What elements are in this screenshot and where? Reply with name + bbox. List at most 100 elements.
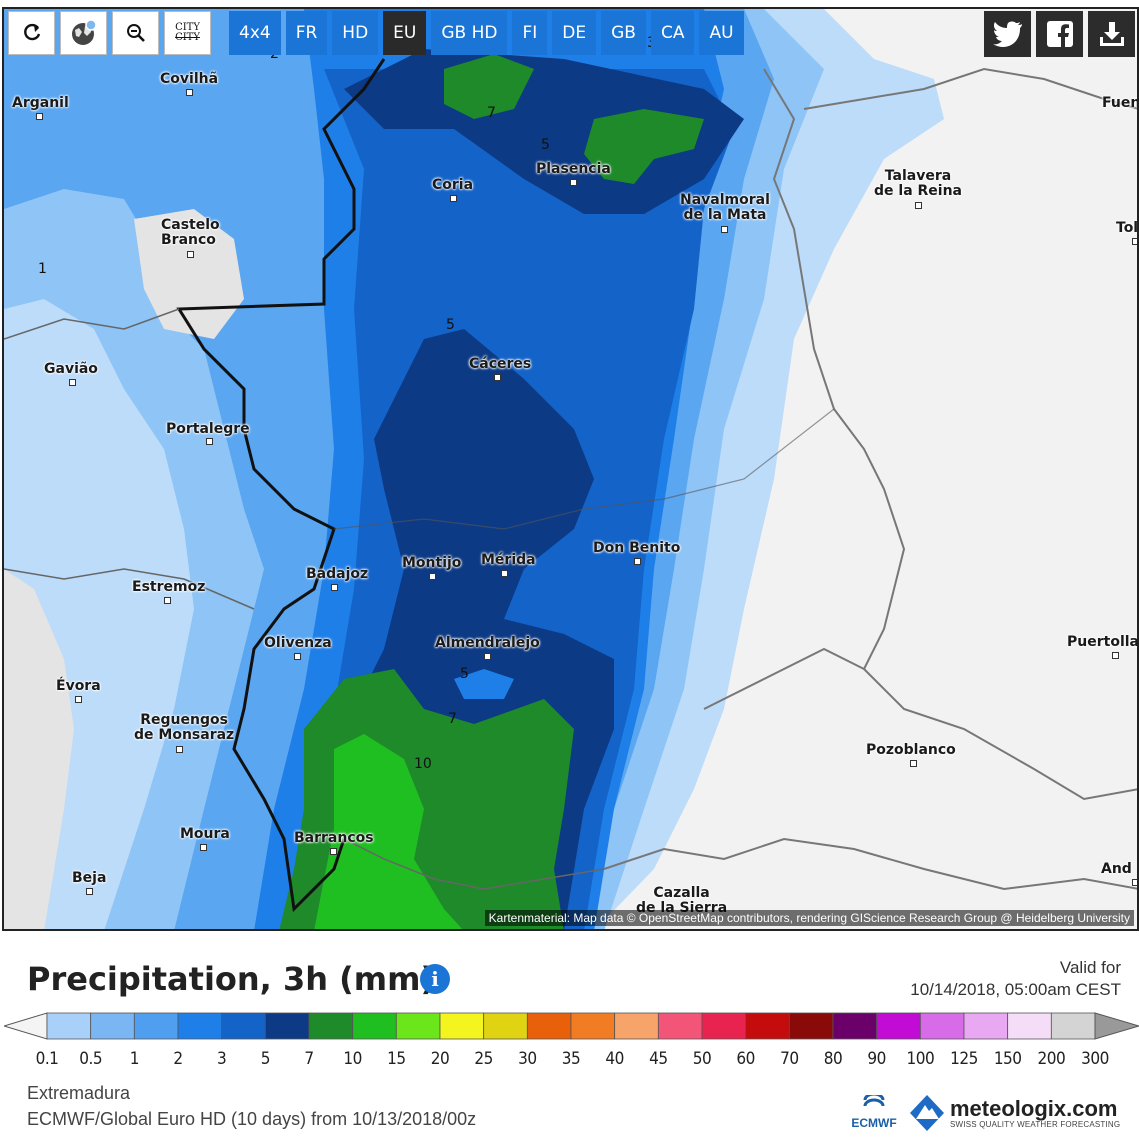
city-label: Mérida	[481, 552, 536, 568]
legend-swatch	[570, 1012, 616, 1040]
legend-max-arrow	[1094, 1012, 1139, 1040]
city-label: Tol	[1116, 220, 1139, 236]
city-marker	[494, 374, 501, 381]
city-label: Cáceres	[469, 356, 532, 372]
color-legend	[4, 1012, 1139, 1040]
legend-swatch	[963, 1012, 1009, 1040]
legend-swatch	[395, 1012, 441, 1040]
city-marker	[86, 888, 93, 895]
precipitation-layer	[4, 9, 1137, 929]
tab-4x4[interactable]: 4x4	[229, 11, 281, 55]
city-label: Talavera de la Reina	[874, 168, 962, 199]
city-label: Gavião	[44, 361, 98, 377]
legend-tick-label: 15	[387, 1049, 406, 1069]
brand-name: meteologix.com	[950, 1095, 1118, 1121]
contour-label: 1	[38, 261, 47, 277]
legend-swatch	[657, 1012, 703, 1040]
contour-label: 5	[460, 666, 469, 682]
forecast-map[interactable]: Arganil Covilhã Castelo Branco Coria Pla…	[2, 7, 1139, 931]
mountain-logo-icon	[910, 1095, 944, 1131]
download-button[interactable]	[1088, 11, 1135, 57]
contour-label: 10	[414, 756, 432, 772]
page-title: Precipitation, 3h (mm)	[27, 960, 436, 998]
tab-gb[interactable]: GB	[601, 11, 646, 55]
legend-swatch	[46, 1012, 92, 1040]
facebook-button[interactable]	[1036, 11, 1083, 57]
city-label: Arganil	[12, 95, 69, 111]
tab-gb-hd[interactable]: GB HD	[431, 11, 508, 55]
city-marker	[910, 760, 917, 767]
ecmwf-logo-icon	[863, 1092, 885, 1107]
twitter-button[interactable]	[984, 11, 1031, 57]
legend-swatch	[221, 1012, 266, 1040]
legend-tick-label: 90	[867, 1049, 886, 1069]
city-label: Almendralejo	[435, 635, 540, 651]
city-marker	[200, 844, 207, 851]
ecmwf-logo: ECMWF	[845, 1092, 903, 1130]
twitter-icon	[992, 21, 1022, 47]
tab-hd[interactable]: HD	[332, 11, 379, 55]
legend-tick-label: 0.1	[35, 1049, 59, 1069]
city-marker	[36, 113, 43, 120]
legend-tick-label: 60	[736, 1049, 755, 1069]
tab-au[interactable]: AU	[699, 11, 744, 55]
tab-ca[interactable]: CA	[650, 11, 695, 55]
city-marker	[330, 848, 337, 855]
city-marker	[187, 251, 194, 258]
legend-swatch	[90, 1012, 135, 1040]
location-button[interactable]	[60, 11, 107, 55]
city-marker	[484, 653, 491, 660]
city-marker	[69, 379, 76, 386]
legend-tick-label: 40	[605, 1049, 624, 1069]
city-label: Reguengos de Monsaraz	[134, 712, 235, 743]
city-label: Pozoblanco	[866, 742, 956, 758]
legend-tick-label: 1	[129, 1049, 140, 1069]
tab-fr[interactable]: FR	[285, 11, 328, 55]
legend-swatch	[1007, 1012, 1052, 1040]
city-label: Beja	[72, 870, 107, 886]
legend-swatch	[352, 1012, 397, 1040]
city-marker	[429, 573, 436, 580]
city-label: Navalmoral de la Mata	[680, 192, 770, 223]
city-label: Covilhã	[160, 71, 219, 87]
legend-swatch	[439, 1012, 485, 1040]
tab-eu[interactable]: EU	[383, 11, 427, 55]
city-label: Olivenza	[264, 635, 332, 651]
contour-label: 7	[448, 711, 457, 727]
city-label: Don Benito	[593, 540, 681, 556]
legend-swatch	[832, 1012, 878, 1040]
contour-label: 7	[487, 105, 496, 121]
tab-fi[interactable]: FI	[512, 11, 548, 55]
legend-tick-label: 80	[823, 1049, 843, 1069]
legend-tick-label: 35	[561, 1049, 581, 1069]
city-marker	[450, 195, 457, 202]
tab-de[interactable]: DE	[552, 11, 597, 55]
city-label: Puertolla	[1067, 634, 1139, 650]
legend-tick-label: 200	[1037, 1049, 1066, 1069]
city-marker	[1132, 238, 1137, 245]
legend-swatch	[1050, 1012, 1096, 1040]
valid-label: Valid for	[1059, 958, 1121, 977]
brand-tagline: SWISS QUALITY WEATHER FORECASTING	[950, 1119, 1121, 1129]
contour-label: 5	[446, 317, 455, 333]
legend-tick-label: 25	[474, 1049, 493, 1069]
city-marker	[294, 653, 301, 660]
legend-tick-label: 0.5	[79, 1049, 103, 1069]
legend-min-arrow	[4, 1012, 48, 1040]
meteologix-logo[interactable]: meteologix.com SWISS QUALITY WEATHER FOR…	[908, 1093, 1120, 1133]
region-name: Extremadura	[27, 1083, 131, 1103]
valid-datetime: 10/14/2018, 05:00am CEST	[910, 980, 1121, 999]
legend-labels: 0.1 0.5 1 2 3 5 7 10 15 20 25 30 35 40 45 50 60 70 80 90 100…	[0, 1049, 1139, 1071]
city-marker	[75, 696, 82, 703]
city-marker	[164, 597, 171, 604]
city-label: Castelo Branco	[161, 217, 220, 248]
legend-tick-label: 2	[173, 1049, 183, 1069]
refresh-button[interactable]	[8, 11, 55, 55]
zoom-out-button[interactable]	[112, 11, 159, 55]
city-label: Portalegre	[166, 421, 250, 437]
legend-swatch	[876, 1012, 921, 1040]
info-icon[interactable]: i	[420, 964, 450, 994]
legend-tick-label: 30	[518, 1049, 537, 1069]
legend-swatch	[483, 1012, 528, 1040]
city-labels-toggle[interactable]: CITY CITY	[164, 11, 211, 55]
